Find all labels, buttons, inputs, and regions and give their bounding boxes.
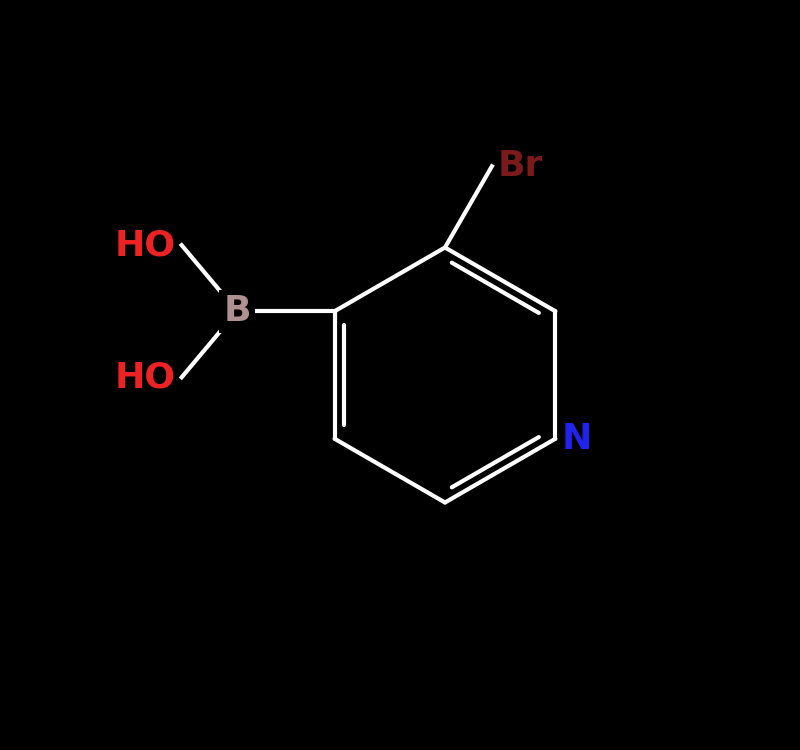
Text: HO: HO	[114, 228, 176, 262]
Text: B: B	[223, 294, 251, 328]
Text: HO: HO	[114, 360, 176, 394]
Text: Br: Br	[498, 149, 543, 183]
Text: N: N	[562, 422, 592, 456]
